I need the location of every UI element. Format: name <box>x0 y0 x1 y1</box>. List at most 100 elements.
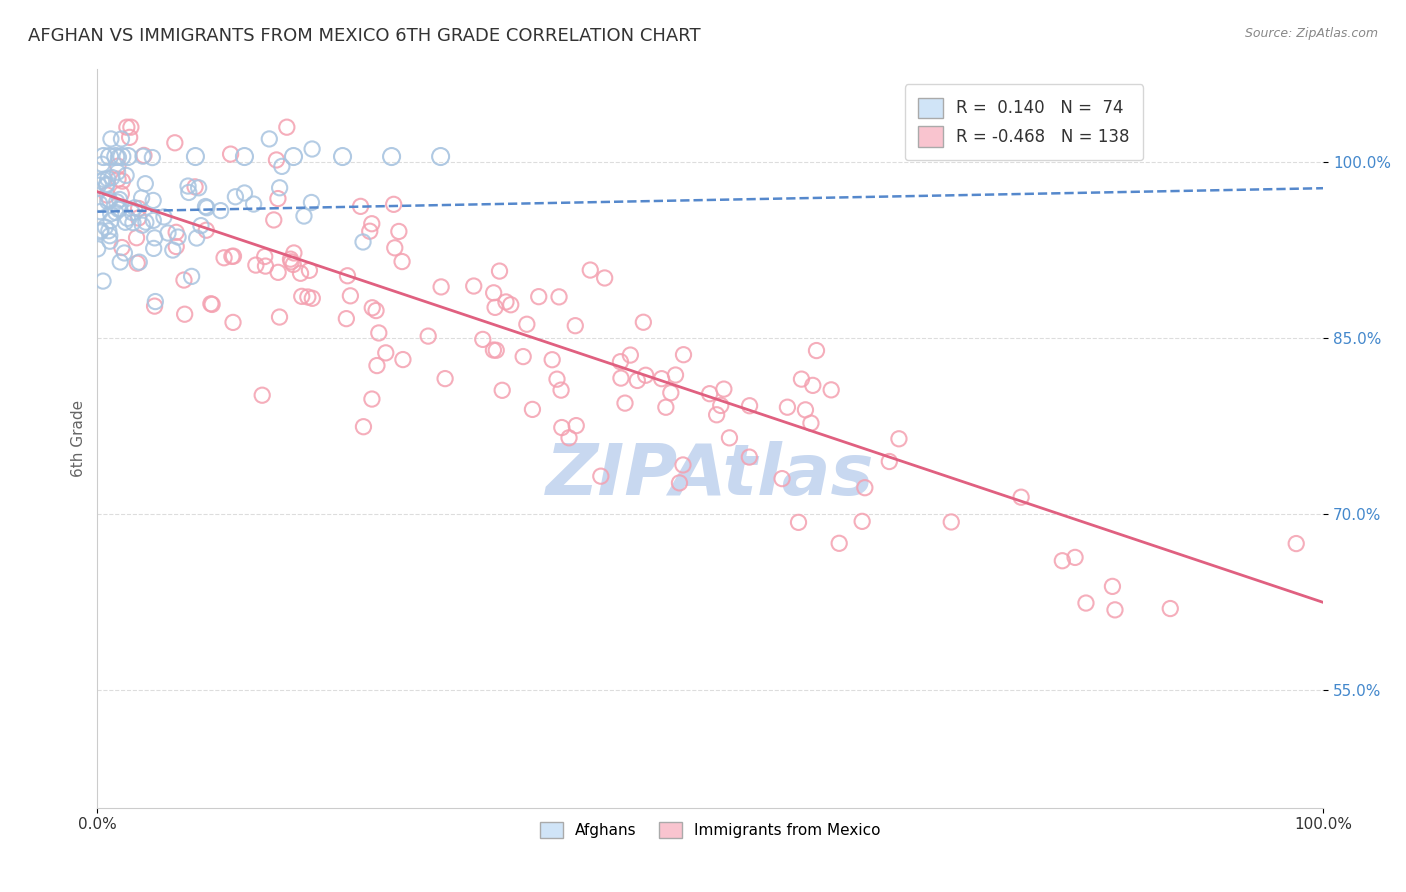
Legend: Afghans, Immigrants from Mexico: Afghans, Immigrants from Mexico <box>533 816 887 845</box>
Point <box>488 264 510 278</box>
Point <box>219 147 242 161</box>
Point <box>297 290 319 304</box>
Point <box>361 301 384 315</box>
Point <box>110 255 132 269</box>
Point <box>128 255 150 269</box>
Point <box>801 378 824 392</box>
Text: AFGHAN VS IMMIGRANTS FROM MEXICO 6TH GRADE CORRELATION CHART: AFGHAN VS IMMIGRANTS FROM MEXICO 6TH GRA… <box>28 27 700 45</box>
Point <box>516 318 538 332</box>
Point <box>108 193 131 207</box>
Point <box>143 299 166 313</box>
Point <box>374 346 396 360</box>
Point <box>118 130 141 145</box>
Point <box>820 383 842 397</box>
Point <box>550 383 572 397</box>
Point <box>98 234 121 248</box>
Point <box>381 149 404 163</box>
Point <box>162 243 184 257</box>
Point <box>361 392 384 406</box>
Point <box>124 201 146 215</box>
Point <box>430 280 453 294</box>
Point <box>173 307 195 321</box>
Point <box>131 218 153 232</box>
Point <box>141 151 163 165</box>
Point <box>290 266 312 280</box>
Point <box>89 225 111 239</box>
Point <box>222 249 245 263</box>
Point <box>388 224 411 238</box>
Point <box>105 194 128 209</box>
Point <box>93 149 115 163</box>
Point <box>100 207 122 221</box>
Point <box>245 258 267 272</box>
Point <box>201 297 224 311</box>
Point <box>100 132 122 146</box>
Point <box>853 481 876 495</box>
Point <box>134 177 156 191</box>
Point <box>787 516 810 530</box>
Point <box>367 326 389 340</box>
Point <box>672 458 695 472</box>
Point <box>89 196 111 211</box>
Point <box>98 228 121 243</box>
Point <box>391 254 413 268</box>
Point <box>301 195 323 210</box>
Point <box>359 224 381 238</box>
Point <box>263 213 285 227</box>
Point <box>111 174 134 188</box>
Point <box>471 332 494 346</box>
Point <box>110 186 132 201</box>
Point <box>269 181 291 195</box>
Point <box>579 263 602 277</box>
Point <box>110 132 132 146</box>
Point <box>253 250 276 264</box>
Point <box>190 219 212 233</box>
Point <box>107 172 129 186</box>
Point <box>91 157 114 171</box>
Point <box>142 213 165 227</box>
Point <box>120 120 142 135</box>
Point <box>98 194 121 208</box>
Point <box>364 303 387 318</box>
Point <box>499 298 522 312</box>
Point <box>122 216 145 230</box>
Point <box>360 217 382 231</box>
Point <box>98 149 121 163</box>
Point <box>283 246 305 260</box>
Text: ZIPAtlas: ZIPAtlas <box>546 441 875 509</box>
Point <box>107 159 129 173</box>
Point <box>1159 601 1181 615</box>
Point <box>463 279 485 293</box>
Point <box>291 289 314 303</box>
Point <box>339 289 361 303</box>
Point <box>153 210 176 224</box>
Point <box>142 241 165 255</box>
Point <box>738 450 761 464</box>
Point <box>131 191 153 205</box>
Point <box>250 388 273 402</box>
Point <box>1101 579 1123 593</box>
Point <box>187 181 209 195</box>
Point <box>668 475 690 490</box>
Point <box>429 149 451 163</box>
Point <box>276 120 298 135</box>
Point <box>163 136 186 150</box>
Point <box>546 372 568 386</box>
Point <box>879 454 901 468</box>
Point <box>117 211 139 226</box>
Point <box>233 149 256 163</box>
Point <box>269 310 291 324</box>
Point <box>96 178 118 193</box>
Point <box>200 297 222 311</box>
Point <box>800 416 823 430</box>
Point <box>97 194 120 209</box>
Point <box>418 329 440 343</box>
Point <box>941 515 963 529</box>
Point <box>609 354 631 368</box>
Point <box>222 315 245 329</box>
Point <box>828 536 851 550</box>
Point <box>242 197 264 211</box>
Point <box>104 149 127 163</box>
Point <box>97 224 120 238</box>
Point <box>97 171 120 186</box>
